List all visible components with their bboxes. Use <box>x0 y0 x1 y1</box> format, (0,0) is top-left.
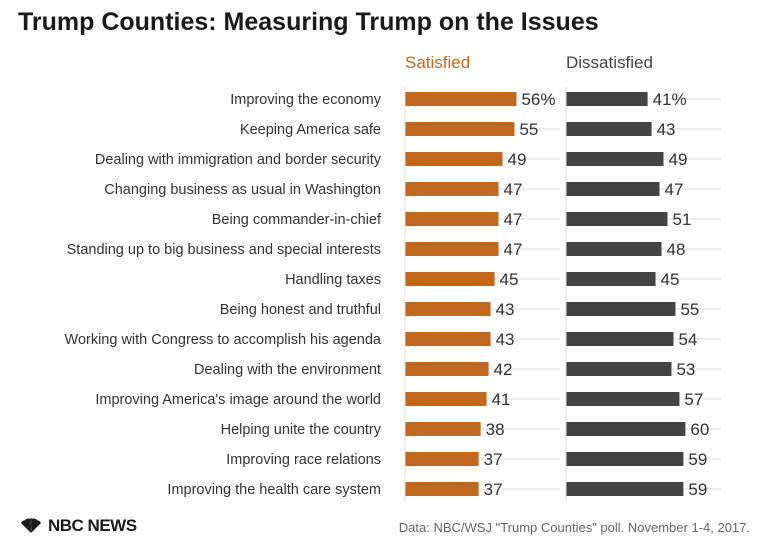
value-label-satisfied: 37 <box>484 450 503 469</box>
value-label-dissatisfied: 48 <box>667 240 686 259</box>
bar-satisfied <box>405 122 515 136</box>
value-label-dissatisfied: 54 <box>678 330 697 349</box>
category-label: Standing up to big business and special … <box>67 242 381 258</box>
bar-satisfied <box>405 482 479 496</box>
bar-dissatisfied <box>566 392 680 406</box>
bar-dissatisfied <box>566 272 656 286</box>
value-label-satisfied: 56% <box>521 90 555 109</box>
bar-dissatisfied <box>566 182 660 196</box>
category-label: Improving the economy <box>230 92 381 108</box>
legend-satisfied: Satisfied <box>405 53 470 72</box>
bar-dissatisfied <box>566 212 668 226</box>
value-label-dissatisfied: 41% <box>653 90 687 109</box>
bar-satisfied <box>405 242 499 256</box>
bar-dissatisfied <box>566 92 648 106</box>
value-label-satisfied: 55 <box>519 120 538 139</box>
bar-satisfied <box>405 362 489 376</box>
value-label-satisfied: 49 <box>508 150 527 169</box>
bar-dissatisfied <box>566 422 686 436</box>
value-label-satisfied: 43 <box>496 330 515 349</box>
category-label: Handling taxes <box>285 272 381 288</box>
value-label-dissatisfied: 55 <box>680 300 699 319</box>
value-label-satisfied: 42 <box>494 360 513 379</box>
value-label-dissatisfied: 59 <box>688 450 707 469</box>
bar-satisfied <box>405 182 499 196</box>
value-label-satisfied: 45 <box>500 270 519 289</box>
category-label: Being honest and truthful <box>220 302 381 318</box>
bar-satisfied <box>405 452 479 466</box>
value-label-satisfied: 47 <box>504 210 523 229</box>
value-label-dissatisfied: 43 <box>657 120 676 139</box>
source-note: Data: NBC/WSJ "Trump Counties" poll. Nov… <box>398 520 750 535</box>
bar-satisfied <box>405 332 491 346</box>
value-label-satisfied: 43 <box>496 300 515 319</box>
logo-text: NBC NEWS <box>48 516 137 535</box>
category-label: Working with Congress to accomplish his … <box>65 332 382 348</box>
value-label-dissatisfied: 53 <box>676 360 695 379</box>
bar-satisfied <box>405 152 503 166</box>
category-label: Dealing with the environment <box>194 362 381 378</box>
bar-dissatisfied <box>566 242 662 256</box>
value-label-dissatisfied: 45 <box>661 270 680 289</box>
bar-dissatisfied <box>566 452 684 466</box>
bar-dissatisfied <box>566 302 676 316</box>
bar-satisfied <box>405 422 481 436</box>
bar-dissatisfied <box>566 332 674 346</box>
legend-dissatisfied: Dissatisfied <box>566 53 653 72</box>
bar-dissatisfied <box>566 362 672 376</box>
bar-dissatisfied <box>566 482 684 496</box>
category-label: Changing business as usual in Washington <box>104 182 381 198</box>
category-label: Improving race relations <box>226 452 381 468</box>
bar-dissatisfied <box>566 152 664 166</box>
value-label-satisfied: 38 <box>486 420 505 439</box>
bar-satisfied <box>405 392 487 406</box>
category-label: Helping unite the country <box>221 422 382 438</box>
bar-satisfied <box>405 302 491 316</box>
chart-title: Trump Counties: Measuring Trump on the I… <box>18 8 599 36</box>
category-label: Improving the health care system <box>167 482 381 498</box>
bar-satisfied <box>405 212 499 226</box>
bar-dissatisfied <box>566 122 652 136</box>
value-label-satisfied: 41 <box>492 390 511 409</box>
category-label: Being commander-in-chief <box>212 212 382 228</box>
value-label-satisfied: 37 <box>484 480 503 499</box>
value-label-dissatisfied: 49 <box>669 150 688 169</box>
bar-satisfied <box>405 272 495 286</box>
value-label-satisfied: 47 <box>504 240 523 259</box>
value-label-dissatisfied: 51 <box>672 210 691 229</box>
nbc-news-logo: NBC NEWS <box>18 516 137 536</box>
value-label-satisfied: 47 <box>504 180 523 199</box>
category-label: Keeping America safe <box>240 122 381 138</box>
value-label-dissatisfied: 59 <box>688 480 707 499</box>
category-label: Improving America's image around the wor… <box>95 392 381 408</box>
peacock-icon <box>21 518 41 533</box>
value-label-dissatisfied: 47 <box>665 180 684 199</box>
bar-satisfied <box>405 92 517 106</box>
value-label-dissatisfied: 60 <box>690 420 709 439</box>
value-label-dissatisfied: 57 <box>684 390 703 409</box>
category-label: Dealing with immigration and border secu… <box>95 152 382 168</box>
